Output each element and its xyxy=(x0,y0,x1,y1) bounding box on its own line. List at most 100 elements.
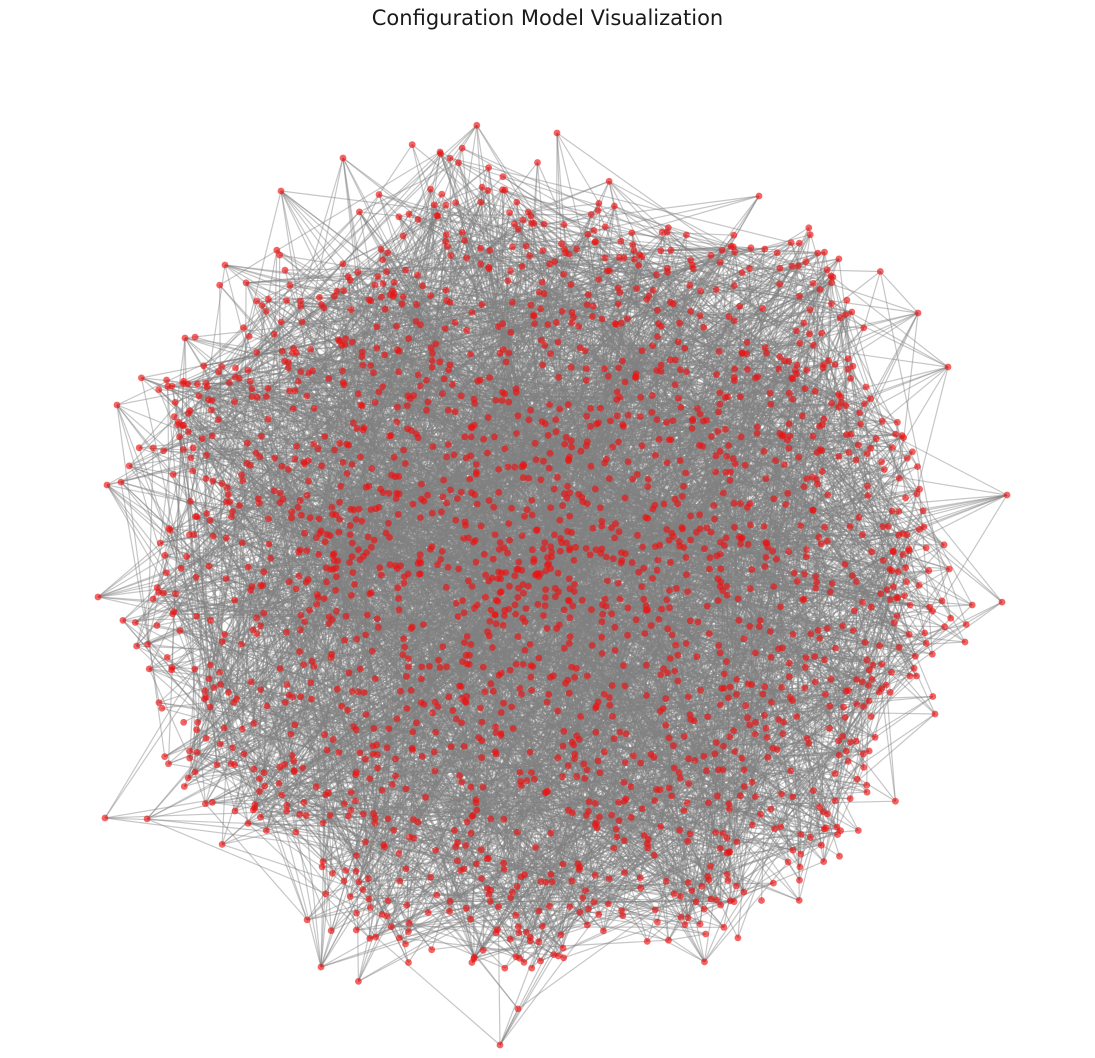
graph-edge xyxy=(632,478,745,787)
graph-edge xyxy=(544,344,672,441)
graph-edge xyxy=(366,552,564,949)
graph-edge xyxy=(343,249,382,385)
graph-edge xyxy=(139,403,550,449)
graph-edge xyxy=(187,285,423,385)
graph-edge xyxy=(620,322,788,441)
graph-edge xyxy=(234,624,424,766)
graph-edge xyxy=(394,476,869,687)
graph-edge xyxy=(162,592,206,700)
graph-edge xyxy=(526,911,581,933)
graph-edge xyxy=(429,188,532,411)
graph-edge xyxy=(294,390,565,495)
graph-edge xyxy=(680,667,915,918)
graph-edge xyxy=(814,625,844,658)
graph-edge xyxy=(263,519,456,614)
graph-edge xyxy=(398,475,428,496)
graph-edge xyxy=(241,586,253,730)
graph-edge xyxy=(521,205,615,571)
graph-edge xyxy=(697,621,849,762)
graph-edge xyxy=(499,353,568,544)
graph-edge xyxy=(396,718,596,826)
graph-edge xyxy=(445,325,580,668)
graph-edge xyxy=(400,565,667,601)
graph-edge xyxy=(665,305,741,423)
graph-edge xyxy=(818,453,868,807)
graph-edge xyxy=(718,411,822,545)
graph-edge xyxy=(448,308,764,912)
graph-edge xyxy=(571,312,684,530)
graph-edge xyxy=(383,619,637,848)
graph-edge xyxy=(317,448,805,689)
graph-edge xyxy=(612,359,676,559)
graph-edge xyxy=(324,436,399,588)
graph-edge xyxy=(208,399,360,510)
graph-edge xyxy=(535,459,705,550)
graph-edge xyxy=(550,477,900,678)
graph-edge xyxy=(791,265,973,606)
graph-edge xyxy=(265,231,668,831)
graph-edge xyxy=(897,529,920,598)
graph-edge xyxy=(260,436,347,871)
graph-edge xyxy=(179,411,456,438)
graph-edge xyxy=(523,724,751,963)
graph-edge xyxy=(757,376,798,582)
graph-edge xyxy=(420,517,794,798)
graph-edge xyxy=(608,878,717,901)
graph-edge xyxy=(631,420,704,563)
graph-edge xyxy=(356,785,522,914)
graph-edge xyxy=(522,617,599,762)
graph-edge xyxy=(135,251,825,624)
graph-edge xyxy=(544,572,559,598)
graph-edge xyxy=(330,267,781,659)
graph-edge xyxy=(483,536,740,668)
graph-edge xyxy=(172,474,221,745)
graph-edge xyxy=(609,359,671,706)
graph-edge xyxy=(608,309,811,377)
graph-edge xyxy=(374,678,552,834)
graph-edge xyxy=(299,549,588,926)
graph-edge xyxy=(619,397,664,669)
graph-edge xyxy=(335,514,350,673)
graph-edge xyxy=(253,744,377,770)
graph-edge xyxy=(554,305,741,589)
graph-edge xyxy=(297,456,799,508)
graph-edge xyxy=(526,404,569,510)
graph-edge xyxy=(488,167,609,904)
graph-edge xyxy=(585,445,728,596)
graph-edge xyxy=(586,801,619,817)
graph-edge xyxy=(387,523,467,703)
graph-edge xyxy=(679,802,688,897)
graph-edge xyxy=(585,737,670,816)
graph-edge xyxy=(128,465,484,951)
graph-edge xyxy=(336,431,557,690)
graph-edge xyxy=(435,295,650,345)
graph-edge xyxy=(715,289,852,313)
graph-edge xyxy=(488,376,636,419)
graph-edge xyxy=(471,751,605,963)
graph-edge xyxy=(469,589,670,665)
graph-edge xyxy=(579,781,625,868)
graph-edge xyxy=(463,302,513,747)
graph-edge xyxy=(328,296,382,380)
graph-edge xyxy=(483,377,491,555)
graph-edge xyxy=(363,406,682,694)
graph-edge xyxy=(320,808,772,968)
graph-edge xyxy=(384,354,537,461)
graph-edge xyxy=(291,517,409,659)
graph-edge xyxy=(204,378,793,692)
graph-edge xyxy=(379,488,920,569)
graph-edge xyxy=(232,511,255,724)
graph-edge xyxy=(558,376,665,505)
graph-edge xyxy=(161,615,897,709)
graph-edge xyxy=(666,231,735,322)
graph-edge xyxy=(265,395,335,451)
graph-edge xyxy=(794,370,823,451)
graph-edge xyxy=(289,259,691,392)
graph-edge xyxy=(691,248,766,891)
graph-edge xyxy=(189,410,208,456)
graph-edge xyxy=(634,258,701,317)
graph-edge xyxy=(300,300,851,743)
graph-edge xyxy=(518,852,728,934)
graph-edge xyxy=(312,370,524,585)
graph-edge xyxy=(475,802,540,912)
